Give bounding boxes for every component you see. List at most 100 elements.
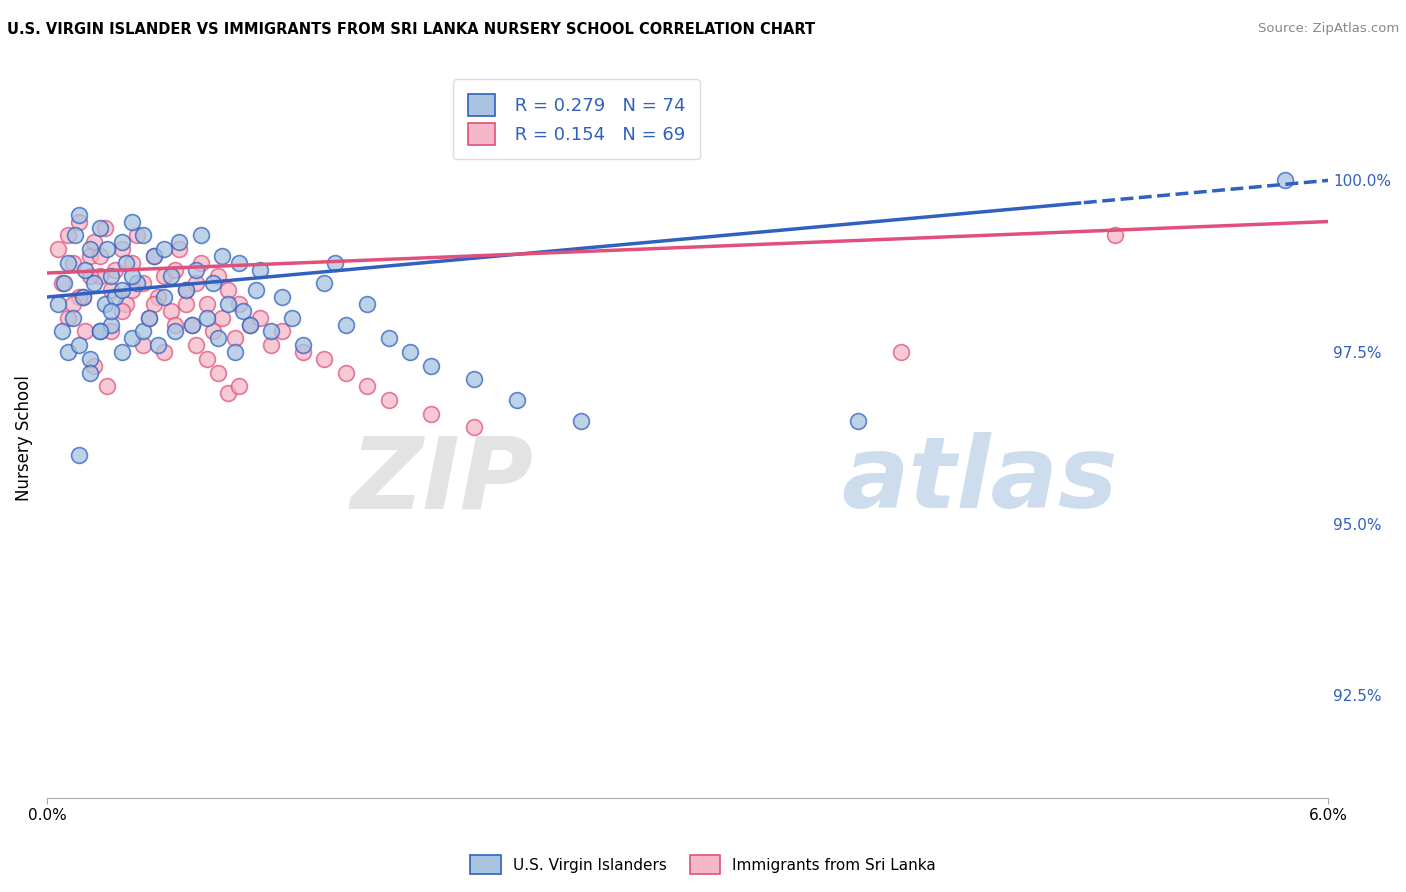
Point [58,256,80,270]
Point [505,392,527,407]
Point [93,297,115,311]
Point [93,221,115,235]
Point [51,277,73,291]
Point [323,256,346,270]
Point [249,310,271,325]
Point [115,256,138,270]
Point [83,235,105,249]
Point [195,297,218,311]
Point [104,262,127,277]
Point [46,242,69,256]
Point [314,277,336,291]
Point [153,290,176,304]
Point [890,345,912,359]
Point [46,297,69,311]
Point [207,366,229,380]
Point [239,318,262,332]
Point [121,269,143,284]
Point [314,351,336,366]
Point [67,338,90,352]
Point [146,290,169,304]
Point [132,324,155,338]
Point [195,351,218,366]
Point [100,269,122,284]
Point [292,338,315,352]
Point [163,262,186,277]
Point [292,345,315,359]
Point [463,372,485,386]
Point [335,318,357,332]
Text: ZIP: ZIP [350,433,534,530]
Point [104,290,127,304]
Point [75,262,97,277]
Point [420,407,443,421]
Point [79,366,101,380]
Point [125,228,148,243]
Point [195,310,218,325]
Point [111,303,134,318]
Point [228,297,250,311]
Point [190,228,212,243]
Point [377,392,399,407]
Point [62,297,84,311]
Point [132,338,155,352]
Point [83,277,105,291]
Point [217,297,239,311]
Point [186,262,208,277]
Point [169,242,191,256]
Point [125,277,148,291]
Point [228,379,250,393]
Point [67,208,90,222]
Point [75,324,97,338]
Text: Source: ZipAtlas.com: Source: ZipAtlas.com [1258,22,1399,36]
Point [159,269,181,284]
Point [63,228,86,243]
Point [89,324,111,338]
Point [186,338,208,352]
Point [202,277,225,291]
Point [72,290,94,304]
Point [51,324,73,338]
Text: atlas: atlas [841,433,1118,530]
Point [463,420,485,434]
Point [100,303,122,318]
Point [207,269,229,284]
Point [159,303,181,318]
Point [1104,228,1126,243]
Point [217,283,239,297]
Point [270,324,292,338]
Point [169,235,191,249]
Point [142,297,165,311]
Point [138,310,160,325]
Point [270,290,292,304]
Point [121,256,143,270]
Point [232,303,254,318]
Point [224,345,246,359]
Point [62,310,84,325]
Point [335,366,357,380]
Point [121,214,143,228]
Point [100,318,122,332]
Point [52,277,75,291]
Point [249,262,271,277]
Point [79,269,101,284]
Point [420,359,443,373]
Point [58,228,80,243]
Point [163,324,186,338]
Point [132,228,155,243]
Point [1274,173,1296,187]
Point [100,324,122,338]
Point [211,310,233,325]
Point [111,283,134,297]
Point [174,283,197,297]
Point [569,414,592,428]
Point [89,249,111,263]
Point [260,338,283,352]
Point [79,249,101,263]
Point [67,290,90,304]
Point [142,249,165,263]
Point [89,221,111,235]
Point [83,359,105,373]
Point [245,283,267,297]
Point [153,242,176,256]
